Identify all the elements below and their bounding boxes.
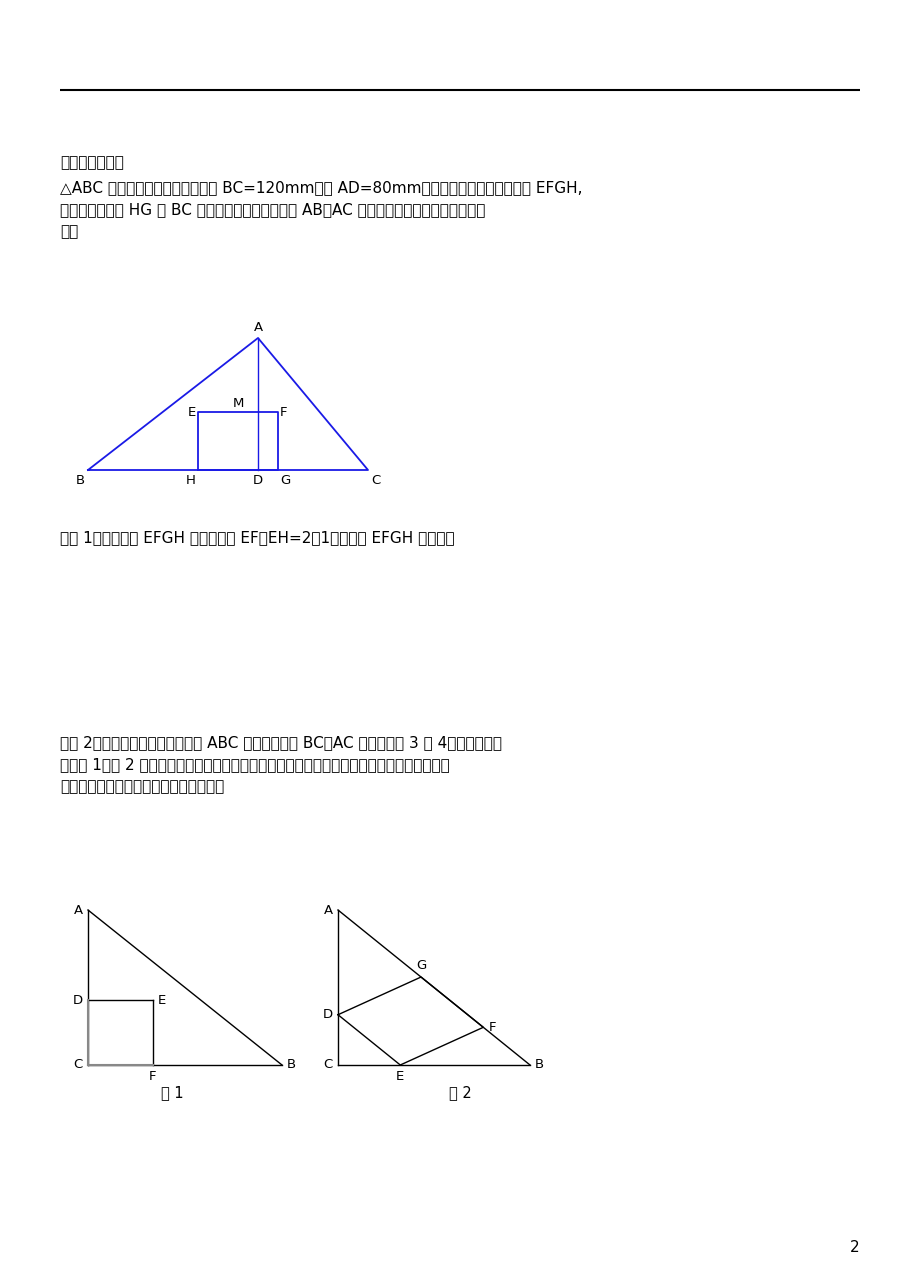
Text: 四、精讲释疑：: 四、精讲释疑： (60, 155, 124, 170)
Text: C: C (370, 474, 380, 487)
Text: C: C (74, 1059, 83, 1071)
Text: △ABC 是一块锐角三角形余料，边 BC=120mm，高 AD=80mm，要把它加工成正方形零件 EFGH,: △ABC 是一块锐角三角形余料，边 BC=120mm，高 AD=80mm，要把它… (60, 180, 582, 195)
Text: F: F (279, 406, 287, 419)
Text: E: E (187, 406, 196, 419)
Text: D: D (253, 474, 263, 487)
Text: D: D (323, 1009, 333, 1022)
Text: 图 1: 图 1 (161, 1085, 183, 1099)
Text: 试比较哪种剪法较为合理，并说明理由。: 试比较哪种剪法较为合理，并说明理由。 (60, 779, 224, 794)
Text: M: M (233, 397, 244, 410)
Text: C: C (323, 1059, 333, 1071)
Text: F: F (149, 1070, 156, 1083)
Text: 2: 2 (849, 1240, 859, 1255)
Text: 变式 2：已知：直角三角形的铁片 ABC 的两条直角边 BC、AC 的长分别为 3 和 4，如图，分别: 变式 2：已知：直角三角形的铁片 ABC 的两条直角边 BC、AC 的长分别为 … (60, 736, 502, 750)
Text: E: E (158, 994, 166, 1006)
Text: 采用图 1、图 2 两种方法，剪出一块正方形铁片，为使剪去正方形铁片后剩下的边角料较少，: 采用图 1、图 2 两种方法，剪出一块正方形铁片，为使剪去正方形铁片后剩下的边角… (60, 757, 449, 773)
Text: 变式 1：若四边形 EFGH 为矩形，且 EF：EH=2：1，求矩形 EFGH 的面积。: 变式 1：若四边形 EFGH 为矩形，且 EF：EH=2：1，求矩形 EFGH … (60, 530, 454, 545)
Text: 使正方形的一边 HG 在 BC 上，其余两个顶点分别在 AB、AC 上，这个正方形零件的边长是什: 使正方形的一边 HG 在 BC 上，其余两个顶点分别在 AB、AC 上，这个正方… (60, 202, 485, 217)
Text: H: H (186, 474, 196, 487)
Text: 么？: 么？ (60, 223, 78, 239)
Text: A: A (253, 321, 262, 335)
Text: G: G (415, 959, 425, 972)
Text: F: F (488, 1020, 495, 1034)
Text: B: B (75, 474, 85, 487)
Text: B: B (535, 1059, 543, 1071)
Text: G: G (279, 474, 289, 487)
Text: A: A (323, 904, 333, 917)
Text: 图 2: 图 2 (448, 1085, 471, 1099)
Text: E: E (396, 1070, 404, 1083)
Text: A: A (74, 904, 83, 917)
Text: D: D (73, 994, 83, 1006)
Text: B: B (287, 1059, 296, 1071)
